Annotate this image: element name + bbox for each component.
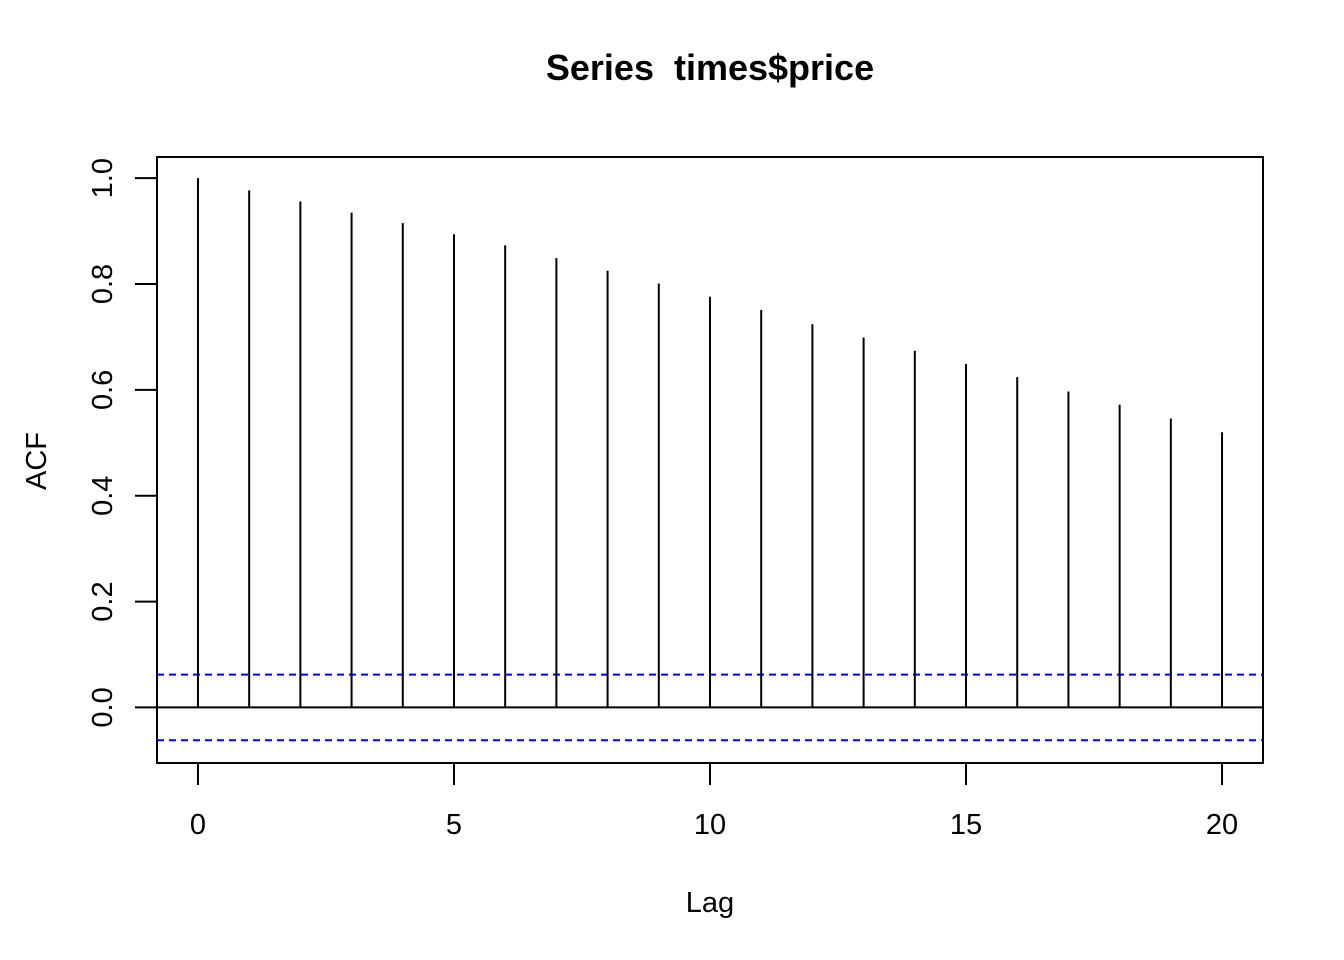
plot-frame bbox=[156, 156, 1264, 764]
x-axis-label: Lag bbox=[686, 887, 734, 919]
y-tick-label: 0.6 bbox=[87, 370, 119, 410]
x-tick-label: 10 bbox=[694, 809, 726, 841]
x-axis: 0 5 10 15 20 bbox=[190, 762, 1238, 841]
y-tick-label: 0.0 bbox=[87, 687, 119, 727]
y-tick-label: 0.2 bbox=[87, 581, 119, 621]
y-tick-label: 0.8 bbox=[87, 264, 119, 304]
chart-title: Series times$price bbox=[546, 47, 874, 88]
y-axis-label: ACF bbox=[21, 432, 53, 490]
x-tick-label: 0 bbox=[190, 809, 206, 841]
y-tick-label: 0.4 bbox=[87, 476, 119, 516]
x-tick-label: 20 bbox=[1206, 809, 1238, 841]
x-tick-label: 15 bbox=[950, 809, 982, 841]
y-tick-label: 1.0 bbox=[87, 158, 119, 198]
y-axis: 0.0 0.2 0.4 0.6 0.8 1.0 bbox=[87, 158, 158, 728]
plot-area bbox=[156, 156, 1264, 764]
x-tick-label: 5 bbox=[446, 809, 462, 841]
